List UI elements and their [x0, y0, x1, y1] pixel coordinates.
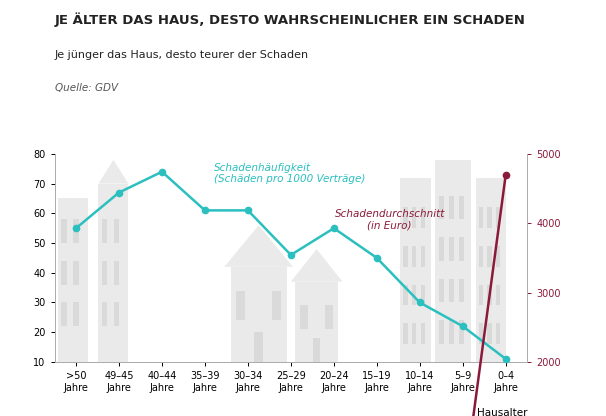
- Bar: [449, 237, 454, 261]
- Bar: [73, 219, 79, 243]
- Bar: [255, 332, 263, 362]
- Bar: [236, 291, 245, 320]
- Bar: [449, 196, 454, 219]
- Bar: [479, 208, 483, 228]
- Bar: [61, 261, 67, 285]
- Bar: [325, 305, 333, 329]
- Text: Je jünger das Haus, desto teurer der Schaden: Je jünger das Haus, desto teurer der Sch…: [55, 50, 308, 60]
- Bar: [459, 196, 464, 219]
- Bar: [73, 261, 79, 285]
- Bar: [231, 267, 287, 362]
- Bar: [421, 246, 425, 267]
- Bar: [412, 246, 416, 267]
- Bar: [61, 219, 67, 243]
- Bar: [479, 323, 483, 344]
- Bar: [401, 178, 430, 362]
- Bar: [412, 285, 416, 305]
- Bar: [496, 285, 500, 305]
- Bar: [102, 219, 107, 243]
- Bar: [404, 208, 408, 228]
- Polygon shape: [98, 160, 128, 183]
- Bar: [435, 160, 471, 362]
- Bar: [479, 285, 483, 305]
- Bar: [114, 219, 119, 243]
- Bar: [421, 208, 425, 228]
- Bar: [412, 208, 416, 228]
- Text: Quelle: GDV: Quelle: GDV: [55, 83, 118, 93]
- Bar: [295, 282, 338, 362]
- Bar: [439, 237, 444, 261]
- Bar: [73, 302, 79, 326]
- Bar: [449, 279, 454, 302]
- Bar: [439, 279, 444, 302]
- Bar: [404, 246, 408, 267]
- Bar: [98, 183, 128, 362]
- Bar: [479, 246, 483, 267]
- Bar: [496, 246, 500, 267]
- Bar: [114, 261, 119, 285]
- Polygon shape: [224, 225, 293, 267]
- Bar: [404, 285, 408, 305]
- Bar: [439, 196, 444, 219]
- Bar: [496, 323, 500, 344]
- Bar: [496, 208, 500, 228]
- Bar: [439, 320, 444, 344]
- Bar: [487, 208, 491, 228]
- Bar: [102, 261, 107, 285]
- Text: Hausalter: Hausalter: [477, 408, 527, 416]
- Polygon shape: [291, 249, 342, 282]
- Bar: [313, 338, 320, 362]
- Bar: [487, 285, 491, 305]
- Bar: [476, 178, 506, 362]
- Bar: [404, 323, 408, 344]
- Text: Schadenhäufigkeit
(Schäden pro 1000 Verträge): Schadenhäufigkeit (Schäden pro 1000 Vert…: [213, 163, 365, 184]
- Bar: [421, 285, 425, 305]
- Text: Schadendurchschnitt
(in Euro): Schadendurchschnitt (in Euro): [335, 209, 445, 231]
- Bar: [487, 246, 491, 267]
- Bar: [459, 237, 464, 261]
- Bar: [301, 305, 308, 329]
- Bar: [272, 291, 281, 320]
- Text: JE ÄLTER DAS HAUS, DESTO WAHRSCHEINLICHER EIN SCHADEN: JE ÄLTER DAS HAUS, DESTO WAHRSCHEINLICHE…: [55, 12, 525, 27]
- Bar: [58, 198, 88, 362]
- Bar: [421, 323, 425, 344]
- Bar: [412, 323, 416, 344]
- Bar: [459, 320, 464, 344]
- Bar: [487, 323, 491, 344]
- Bar: [459, 279, 464, 302]
- Bar: [102, 302, 107, 326]
- Bar: [114, 302, 119, 326]
- Bar: [449, 320, 454, 344]
- Bar: [61, 302, 67, 326]
